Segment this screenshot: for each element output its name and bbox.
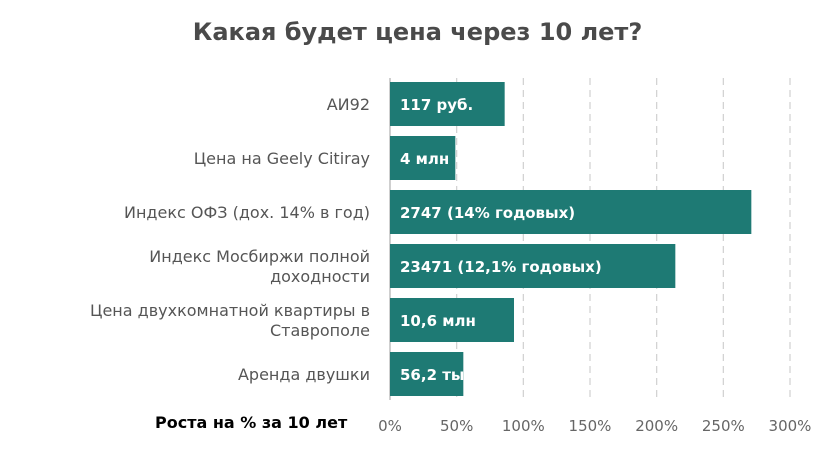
bar-value-label: 23471 (12,1% годовых) [400,258,602,276]
bar [390,136,456,180]
x-tick-label: 200% [635,417,678,435]
x-tick-label: 250% [702,417,745,435]
category-label: АИ92 [327,95,370,114]
x-tick-label: 150% [569,417,612,435]
category-label: Аренда двушки [238,365,370,384]
bar-value-label: 2747 (14% годовых) [400,204,575,222]
bar [390,352,464,396]
bar-value-label: 56,2 ты [400,366,465,384]
category-label: Индекс ОФЗ (дох. 14% в год) [124,203,370,222]
bar-value-label: 117 руб. [400,96,473,114]
bar [390,82,505,126]
bar [390,190,752,234]
category-label: Цена на Geely Citiray [194,149,370,168]
x-tick-label: 100% [502,417,545,435]
x-tick-label: 0% [378,417,402,435]
x-tick-label: 300% [769,417,812,435]
chart-title: Какая будет цена через 10 лет? [192,18,643,46]
x-axis-title: Роста на % за 10 лет [155,413,348,432]
bar-value-label: 10,6 млн [400,312,476,330]
category-label: Ставрополе [270,321,370,340]
bar [390,298,514,342]
bar-value-label: 4 млн [400,150,449,168]
bar [390,244,676,288]
category-label: Цена двухкомнатной квартиры в [90,301,370,320]
category-label: доходности [270,267,370,286]
category-label: Индекс Мосбиржи полной [149,247,370,266]
x-tick-label: 50% [440,417,473,435]
